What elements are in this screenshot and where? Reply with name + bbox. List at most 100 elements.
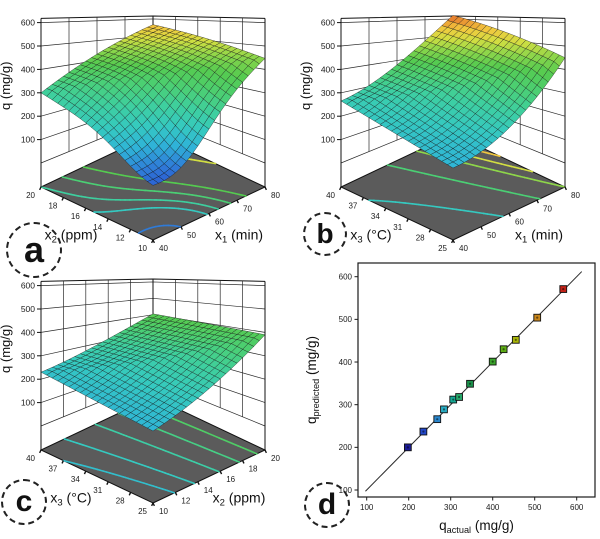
svg-text:40: 40 (326, 191, 335, 200)
svg-text:28: 28 (116, 496, 125, 505)
panel-b-3d-surface-plot: 100 200 300 400 500 600 q (mg/g) 25 28 31 34 37 40 40… (300, 15, 580, 253)
svg-text:100: 100 (321, 135, 335, 145)
svg-text:300: 300 (444, 503, 458, 512)
plot-frame (357, 262, 596, 498)
svg-text:28: 28 (416, 233, 425, 242)
panel-label-a: a (6, 222, 62, 278)
right-axis-title: x1 (min) (215, 227, 263, 246)
svg-text:18: 18 (249, 465, 258, 474)
panel-label-c-text: c (15, 485, 33, 518)
svg-text:300: 300 (21, 351, 35, 361)
svg-text:400: 400 (21, 64, 35, 74)
data-point-center-dot (514, 338, 517, 341)
svg-text:20: 20 (271, 454, 280, 463)
svg-text:70: 70 (543, 204, 552, 213)
svg-text:200: 200 (339, 443, 353, 452)
data-point-center-dot (536, 316, 539, 319)
svg-text:12: 12 (116, 233, 125, 242)
svg-text:25: 25 (438, 244, 447, 253)
z-axis-title: q (mg/g) (0, 325, 13, 373)
svg-text:300: 300 (321, 88, 335, 98)
data-point-center-dot (442, 408, 446, 411)
data-point-center-dot (452, 398, 455, 401)
svg-text:600: 600 (21, 18, 35, 28)
svg-text:60: 60 (215, 218, 224, 227)
svg-text:60: 60 (515, 218, 524, 227)
panel-c-3d-surface-plot: 100 200 300 400 500 600 q (mg/g) 25 28 31 34 37 40 10… (0, 278, 280, 516)
svg-text:50: 50 (187, 231, 196, 240)
floor-contours (62, 403, 258, 494)
floor-axes: 25 28 31 34 37 40 40 50 60 70 80 x3 (°C) x1 (min) (326, 186, 580, 253)
svg-text:200: 200 (21, 374, 35, 384)
surface-mesh (40, 313, 266, 432)
floor-axes: 25 28 31 34 37 40 10 12 14 16 18 20 x3 (°C) x2 (ppm) (26, 449, 280, 516)
panel-label-b: b (303, 212, 347, 256)
z-axis: 100 200 300 400 500 600 q (mg/g) (0, 18, 41, 145)
data-point-center-dot (491, 360, 494, 363)
svg-text:10: 10 (159, 507, 168, 516)
svg-text:80: 80 (571, 191, 580, 200)
svg-text:100: 100 (360, 503, 374, 512)
svg-text:10: 10 (138, 244, 147, 253)
z-axis: 100 200 300 400 500 600 q (mg/g) (0, 281, 41, 408)
svg-text:12: 12 (181, 496, 190, 505)
data-points (404, 285, 568, 452)
svg-text:16: 16 (71, 212, 80, 221)
y-axis-title: qpredicted (mg/g) (304, 336, 321, 424)
svg-text:20: 20 (26, 191, 35, 200)
data-point-center-dot (422, 430, 425, 433)
svg-text:14: 14 (204, 486, 213, 495)
panel-label-c: c (1, 479, 47, 525)
svg-text:400: 400 (339, 358, 353, 367)
surface-mesh (340, 15, 566, 169)
svg-text:500: 500 (339, 315, 353, 324)
svg-text:70: 70 (243, 204, 252, 213)
data-point-center-dot (458, 395, 461, 399)
svg-text:100: 100 (21, 135, 35, 145)
svg-text:25: 25 (138, 507, 147, 516)
z-axis-title: q (mg/g) (0, 62, 13, 110)
svg-text:14: 14 (93, 223, 102, 232)
svg-text:100: 100 (21, 398, 35, 408)
panel-a-3d-surface-plot: 100 200 300 400 500 600 q (mg/g) 10 12 14 16 18 20 40… (0, 15, 280, 253)
panel-d-parity-plot: 100 200 300 400 500 600 100 200 300 400 500 600 qact… (304, 262, 596, 535)
svg-text:37: 37 (348, 202, 357, 211)
x-axis-title: qactual (mg/g) (439, 518, 514, 535)
data-point-center-dot (562, 287, 565, 291)
svg-text:40: 40 (459, 244, 468, 253)
right-axis-title: x1 (min) (515, 227, 563, 246)
data-point-center-dot (436, 418, 439, 421)
svg-text:400: 400 (321, 64, 335, 74)
svg-text:600: 600 (321, 18, 335, 28)
svg-text:50: 50 (487, 231, 496, 240)
panel-label-a-text: a (23, 229, 45, 270)
svg-text:500: 500 (21, 41, 35, 51)
svg-text:200: 200 (402, 503, 416, 512)
svg-text:600: 600 (570, 503, 584, 512)
svg-text:500: 500 (321, 41, 335, 51)
svg-text:400: 400 (486, 503, 500, 512)
svg-text:200: 200 (21, 111, 35, 121)
svg-text:600: 600 (21, 281, 35, 291)
svg-text:600: 600 (339, 273, 353, 282)
z-axis-title: q (mg/g) (300, 62, 313, 110)
svg-text:31: 31 (393, 223, 402, 232)
svg-text:40: 40 (159, 244, 168, 253)
svg-text:34: 34 (371, 212, 380, 221)
svg-text:200: 200 (321, 111, 335, 121)
svg-text:16: 16 (226, 475, 235, 484)
left-axis-title: x3 (°C) (350, 227, 391, 246)
left-axis-title: x3 (°C) (50, 490, 91, 509)
panel-label-d: d (304, 482, 350, 528)
data-point-center-dot (406, 446, 409, 449)
svg-text:31: 31 (93, 486, 102, 495)
svg-text:100: 100 (339, 486, 353, 495)
z-axis: 100 200 300 400 500 600 q (mg/g) (300, 18, 341, 145)
surface-mesh (40, 24, 266, 186)
right-axis-title: x2 (ppm) (213, 490, 266, 509)
data-point-center-dot (502, 348, 505, 351)
svg-text:18: 18 (48, 202, 57, 211)
svg-text:40: 40 (26, 454, 35, 463)
